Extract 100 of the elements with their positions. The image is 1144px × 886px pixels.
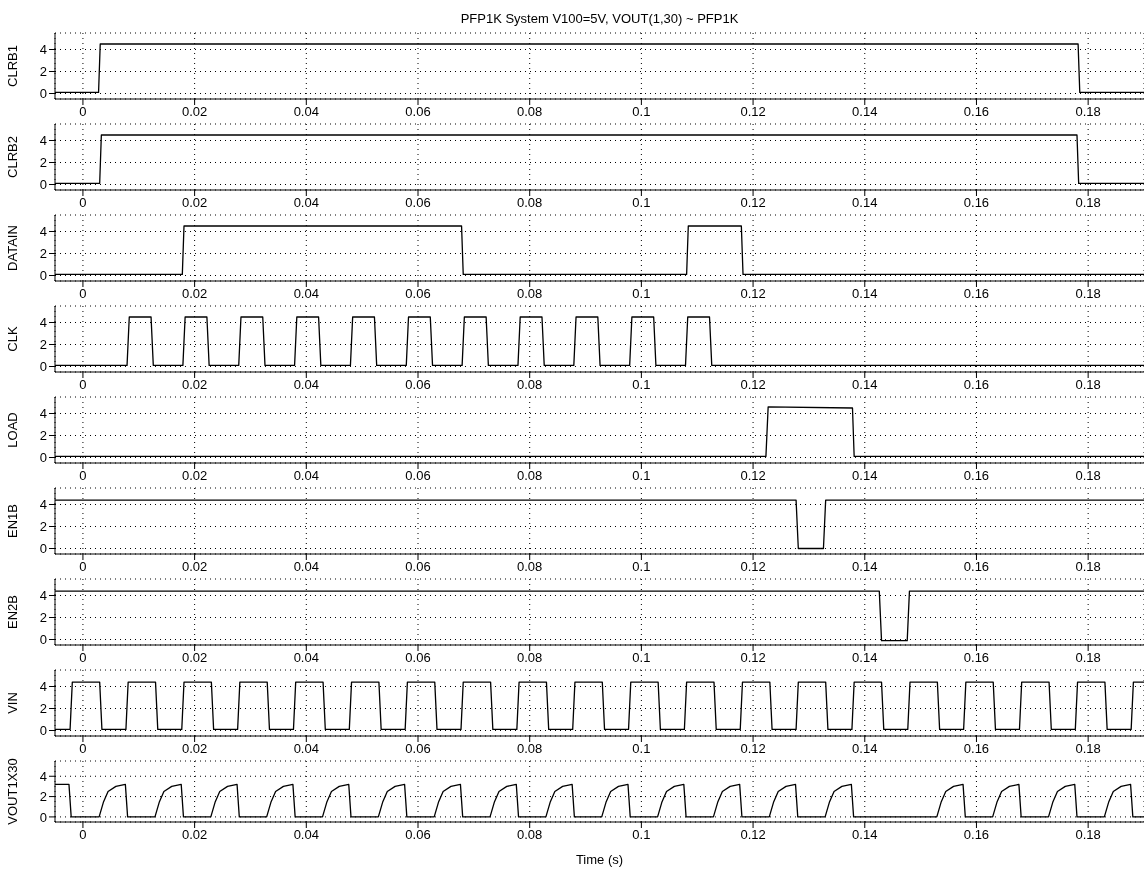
y-tick-label: 0 [39,450,47,466]
x-tick-label: 0.1 [632,468,651,484]
x-tick-label: 0.16 [963,650,990,666]
x-tick-label: 0.18 [1075,559,1101,575]
x-axis-title: Time (s) [575,852,624,867]
x-tick-label: 0.12 [740,650,766,666]
y-axis-title: VIN [4,692,20,714]
x-tick-label: 0.02 [181,195,208,211]
x-tick-label: 0 [79,559,87,575]
x-tick-label: 0.04 [293,650,319,666]
x-tick-label: 0 [79,286,87,302]
x-tick-label: 0.06 [405,827,431,843]
y-tick-label: 4 [39,224,47,240]
x-tick-label: 0.18 [1075,468,1101,484]
x-tick-label: 0.14 [852,827,878,843]
y-tick-label: 2 [39,155,47,171]
y-axis-title: CLRB1 [4,45,20,87]
x-tick-label: 0.14 [852,468,878,484]
x-tick-label: 0.1 [632,195,651,211]
x-tick-label: 0.18 [1075,104,1101,120]
x-tick-label: 0.08 [517,827,543,843]
y-axis-title: LOAD [4,412,20,448]
x-tick-label: 0.04 [293,827,319,843]
x-tick-label: 0.16 [963,377,990,393]
x-tick-label: 0.16 [963,741,990,757]
y-tick-label: 4 [39,315,47,331]
x-tick-label: 0.12 [740,104,766,120]
x-tick-label: 0.18 [1075,195,1101,211]
x-tick-label: 0.1 [632,650,651,666]
x-tick-label: 0.16 [963,827,990,843]
x-tick-label: 0.1 [632,741,651,757]
y-tick-label: 0 [39,177,47,193]
x-tick-label: 0.1 [632,286,651,302]
x-tick-label: 0.12 [740,827,766,843]
y-tick-label: 4 [39,133,47,149]
x-tick-label: 0.12 [740,377,766,393]
y-tick-label: 2 [39,701,47,717]
x-tick-label: 0.14 [852,377,878,393]
x-tick-label: 0.16 [963,195,990,211]
x-tick-label: 0.1 [632,827,651,843]
x-tick-label: 0.14 [852,650,878,666]
y-tick-label: 2 [39,519,47,535]
x-tick-label: 0.02 [181,827,208,843]
y-tick-label: 0 [39,809,47,825]
x-tick-label: 0.04 [293,377,319,393]
x-tick-label: 0.14 [852,559,878,575]
x-tick-label: 0.18 [1075,377,1101,393]
x-tick-label: 0.1 [632,559,651,575]
x-tick-label: 0.18 [1075,650,1101,666]
y-tick-label: 4 [39,42,47,58]
y-tick-label: 0 [39,86,47,102]
x-tick-label: 0.02 [181,559,208,575]
x-tick-label: 0.12 [740,741,766,757]
x-tick-label: 0.06 [405,559,431,575]
x-tick-label: 0.14 [852,104,878,120]
y-tick-label: 0 [39,359,47,375]
x-tick-label: 0.06 [405,286,431,302]
x-tick-label: 0.02 [181,104,208,120]
y-axis-title: EN2B [4,595,20,629]
y-tick-label: 4 [39,406,47,422]
y-tick-label: 0 [39,541,47,557]
x-tick-label: 0.04 [293,286,319,302]
y-axis-title: EN1B [4,504,20,538]
y-axis-title: CLK [4,326,20,352]
y-tick-label: 4 [39,768,47,784]
y-tick-label: 2 [39,246,47,262]
x-tick-label: 0.02 [181,650,208,666]
x-tick-label: 0.06 [405,650,431,666]
x-tick-label: 0.1 [632,377,651,393]
y-tick-label: 2 [39,428,47,444]
x-tick-label: 0.08 [517,286,543,302]
y-tick-label: 2 [39,610,47,626]
y-tick-label: 4 [39,497,47,513]
y-tick-label: 2 [39,789,47,805]
x-tick-label: 0.18 [1075,741,1101,757]
y-tick-label: 4 [39,679,47,695]
y-tick-label: 0 [39,632,47,648]
x-tick-label: 0.14 [852,286,878,302]
x-tick-label: 0.08 [517,377,543,393]
x-tick-label: 0.06 [405,741,431,757]
x-tick-label: 0 [79,377,87,393]
x-tick-label: 0.04 [293,559,319,575]
x-tick-label: 0.16 [963,286,990,302]
x-tick-label: 0.14 [852,741,878,757]
x-tick-label: 0.04 [293,195,319,211]
x-tick-label: 0.02 [181,377,208,393]
y-tick-label: 0 [39,723,47,739]
y-tick-label: 0 [39,268,47,284]
x-tick-label: 0.02 [181,286,208,302]
x-tick-label: 0.04 [293,468,319,484]
x-tick-label: 0.06 [405,468,431,484]
x-tick-label: 0.08 [517,468,543,484]
x-tick-label: 0.18 [1075,286,1101,302]
x-tick-label: 0.08 [517,559,543,575]
y-tick-label: 2 [39,64,47,80]
x-tick-label: 0.04 [293,741,319,757]
x-tick-label: 0.12 [740,559,766,575]
x-tick-label: 0 [79,827,87,843]
x-tick-label: 0.02 [181,741,208,757]
x-tick-label: 0.04 [293,104,319,120]
